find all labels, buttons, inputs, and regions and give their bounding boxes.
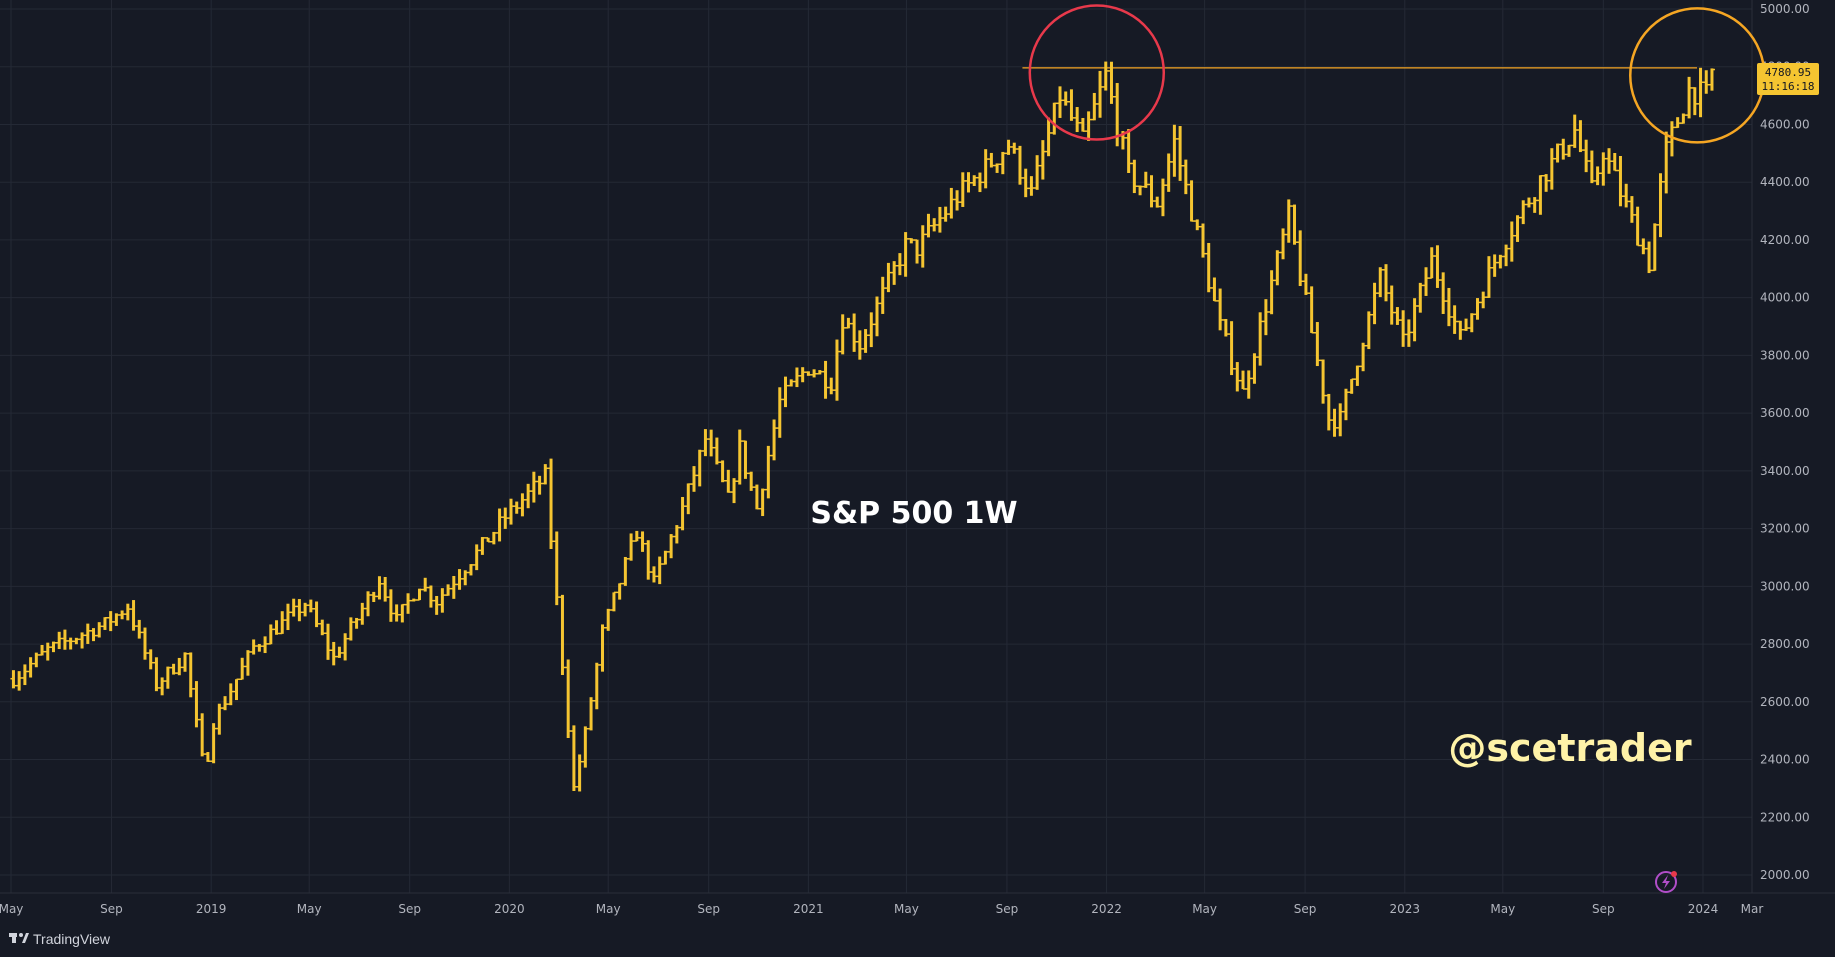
x-tick-label: Sep xyxy=(996,902,1019,916)
x-tick-label: May xyxy=(596,902,621,916)
y-tick-label: 3600.00 xyxy=(1760,406,1810,420)
author-handle: @scetrader xyxy=(1448,726,1691,770)
y-tick-label: 2400.00 xyxy=(1760,753,1810,767)
x-tick-label: Sep xyxy=(100,902,123,916)
x-tick-label: May xyxy=(1490,902,1515,916)
y-tick-label: 4400.00 xyxy=(1760,175,1810,189)
x-tick-label: 2023 xyxy=(1390,902,1421,916)
y-tick-label: 2600.00 xyxy=(1760,695,1810,709)
y-tick-label: 3400.00 xyxy=(1760,464,1810,478)
x-tick-label: May xyxy=(297,902,322,916)
bar-countdown: 11:16:18 xyxy=(1762,80,1815,93)
last-price-label: 4780.95 11:16:18 xyxy=(1757,63,1819,95)
last-price-value: 4780.95 xyxy=(1765,66,1811,79)
y-tick-label: 3200.00 xyxy=(1760,522,1810,536)
x-tick-label: Sep xyxy=(1592,902,1615,916)
y-tick-label: 3800.00 xyxy=(1760,348,1810,362)
y-tick-label: 4600.00 xyxy=(1760,117,1810,131)
x-tick-label: 2021 xyxy=(793,902,824,916)
lightning-icon[interactable] xyxy=(1655,871,1677,893)
highlight-circle-2022-top xyxy=(1028,4,1166,141)
y-tick-label: 3000.00 xyxy=(1760,579,1810,593)
y-tick-label: 2000.00 xyxy=(1760,868,1810,882)
price-bars xyxy=(10,61,1715,792)
y-tick-label: 4200.00 xyxy=(1760,233,1810,247)
x-tick-label: Mar xyxy=(1741,902,1764,916)
brand-name: TradingView xyxy=(33,931,111,947)
x-tick-label: 2020 xyxy=(494,902,525,916)
tradingview-logo-icon[interactable] xyxy=(9,933,29,943)
x-tick-label: May xyxy=(894,902,919,916)
x-tick-label: Sep xyxy=(398,902,421,916)
x-tick-label: May xyxy=(0,902,23,916)
x-tick-label: Sep xyxy=(1294,902,1317,916)
y-tick-label: 5000.00 xyxy=(1760,2,1810,16)
y-tick-label: 2200.00 xyxy=(1760,810,1810,824)
grid-lines xyxy=(0,0,1753,893)
x-tick-label: 2019 xyxy=(196,902,227,916)
x-tick-label: Sep xyxy=(697,902,720,916)
time-axis[interactable]: May Sep 2019 May Sep 2020 May Sep 2021 May Sep 2022… xyxy=(0,902,1763,916)
x-tick-label: 2024 xyxy=(1688,902,1719,916)
y-tick-label: 4000.00 xyxy=(1760,291,1810,305)
x-tick-label: May xyxy=(1192,902,1217,916)
x-tick-label: 2022 xyxy=(1091,902,1122,916)
axis-borders xyxy=(0,0,1835,894)
y-tick-label: 2800.00 xyxy=(1760,637,1810,651)
chart-title: S&P 500 1W xyxy=(810,496,1017,531)
